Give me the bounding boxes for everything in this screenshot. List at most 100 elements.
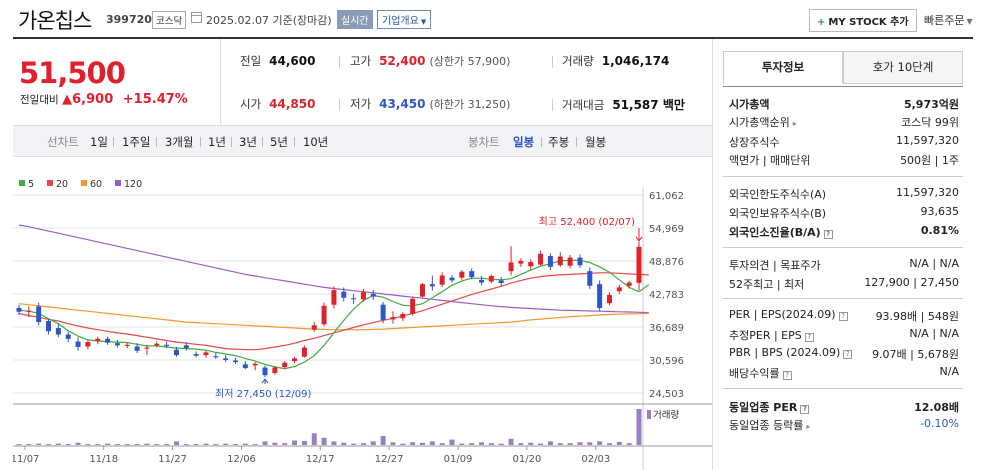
- week52-label: 52주최고 | 최저: [729, 278, 805, 291]
- candle-body: [577, 257, 583, 266]
- industry-per-label: 동일업종 PER: [729, 401, 798, 414]
- row-est-per: 추정PER | EPS? N/A | N/A: [729, 327, 959, 343]
- candle-body: [351, 298, 357, 300]
- volume-bar: [282, 443, 288, 445]
- candle-body: [233, 360, 239, 363]
- volume-bar: [321, 437, 327, 445]
- realtime-button[interactable]: 실시간: [337, 10, 373, 29]
- divider: [231, 137, 232, 147]
- candle-monthly[interactable]: 월봉: [585, 135, 607, 149]
- candle-weekly[interactable]: 주봉: [548, 135, 570, 149]
- plus-icon: +: [817, 17, 826, 28]
- period-10y[interactable]: 10년: [303, 135, 329, 149]
- line-chart-label[interactable]: 선차트: [47, 135, 79, 149]
- divider: [723, 86, 963, 87]
- candle-body: [282, 362, 288, 368]
- period-3m[interactable]: 3개월: [165, 135, 194, 149]
- market-cap-label: 시가총액: [729, 98, 770, 111]
- volume-bar: [567, 443, 573, 445]
- row-52week: 52주최고 | 최저 127,900 | 27,450: [729, 276, 959, 292]
- company-info-dropdown[interactable]: 기업개요 ▼: [377, 10, 432, 29]
- chevron-down-icon: ▼: [420, 18, 427, 26]
- tab-invest-info[interactable]: 투자정보: [723, 51, 843, 84]
- diff-label: 전일대비: [20, 94, 59, 106]
- volume-bar: [587, 442, 593, 445]
- period-1d[interactable]: 1일: [90, 135, 108, 149]
- tab-orderbook[interactable]: 호가 10단계: [843, 51, 963, 84]
- divider: [576, 137, 577, 147]
- period-3y[interactable]: 3년: [239, 135, 257, 149]
- high-label: 고가: [350, 54, 372, 68]
- row-foreign-limit: 외국인한도주식수(A) 11,597,320: [729, 186, 959, 202]
- candle-body: [557, 256, 563, 266]
- candle-chart-label[interactable]: 봉차트: [468, 135, 500, 149]
- help-icon[interactable]: ?: [838, 312, 848, 321]
- volume-bar: [292, 440, 298, 445]
- help-icon[interactable]: ?: [800, 405, 810, 414]
- candle-body: [518, 260, 524, 264]
- stock-chart[interactable]: 5 20 60 120 61,062 54,969 48,876 42,783 36,689 30…: [13, 157, 712, 470]
- period-1y[interactable]: 1년: [208, 135, 226, 149]
- x-tick-label: 11/27: [158, 454, 187, 465]
- volume-bar: [626, 443, 632, 445]
- x-tick-label: 12/27: [375, 454, 404, 465]
- quote-open: 시가 44,850: [240, 96, 315, 112]
- candle-body: [538, 253, 544, 265]
- help-icon[interactable]: ?: [782, 371, 792, 380]
- volume-bar: [105, 443, 111, 445]
- help-icon[interactable]: ?: [804, 333, 814, 342]
- add-my-stock-button[interactable]: + MY STOCK 추가: [809, 9, 917, 32]
- caret-right-icon[interactable]: ▸: [792, 119, 797, 128]
- candle-body: [95, 338, 101, 342]
- candle-body: [242, 364, 248, 369]
- listed-shares-value: 11,597,320: [896, 134, 959, 147]
- period-5y[interactable]: 5년: [270, 135, 288, 149]
- quote-low: 저가 43,450 (하한가 31,250): [350, 96, 510, 112]
- volume-bar: [518, 443, 524, 445]
- volume-bar: [164, 444, 170, 446]
- candle-body: [114, 343, 120, 346]
- max-price-annotation: 최고 52,400 (02/07): [539, 216, 635, 228]
- volume-legend-swatch: [647, 410, 651, 419]
- investment-info-panel: 투자정보 호가 10단계 시가총액 5,973억원 시가총액순위 ▸ 코스닥 99위 …: [712, 39, 973, 470]
- legend-swatch: [19, 180, 25, 186]
- candle-body: [606, 294, 612, 304]
- row-foreign-ratio: 외국인소진율(B/A)? 0.81%: [729, 224, 959, 240]
- current-price: 51,500: [19, 56, 126, 90]
- candle-body: [439, 275, 445, 285]
- x-tick-label: 11/18: [89, 454, 118, 465]
- candle-body: [449, 277, 455, 281]
- y-tick-label: 42,783: [649, 290, 684, 301]
- row-industry-rate: 동일업종 등락률 ▸ -0.10%: [729, 417, 959, 433]
- candle-body: [65, 334, 71, 339]
- candle-body: [311, 325, 317, 330]
- foreign-ratio-label: 외국인소진율(B/A): [729, 226, 821, 239]
- volume-bar: [173, 441, 179, 445]
- volume-bar: [124, 444, 130, 446]
- y-tick-label: 30,596: [649, 356, 684, 367]
- volume-bar: [95, 444, 101, 446]
- foreign-hold-label: 외국인보유주식수(B): [729, 207, 827, 220]
- volume-bar: [183, 444, 189, 446]
- dividend-label: 배당수익률: [729, 367, 780, 380]
- divider: [723, 388, 963, 389]
- help-icon[interactable]: ?: [843, 350, 853, 359]
- est-per-value: N/A | N/A: [909, 327, 959, 340]
- row-foreign-hold: 외국인보유주식수(B) 93,635: [729, 205, 959, 221]
- volume-bar: [419, 442, 425, 445]
- x-tick-label: 12/17: [306, 454, 335, 465]
- help-icon[interactable]: ?: [823, 230, 833, 239]
- volume-bar: [213, 444, 219, 446]
- caret-right-icon[interactable]: ▸: [806, 422, 811, 431]
- period-1w[interactable]: 1주일: [122, 135, 151, 149]
- candlestick-chart[interactable]: 5 20 60 120 61,062 54,969 48,876 42,783 36,689 30…: [13, 157, 712, 470]
- quick-order-button[interactable]: 빠른주문 ▼: [924, 12, 973, 28]
- industry-per-value: 12.08배: [914, 401, 959, 414]
- divider: [723, 247, 963, 248]
- volume-label: 거래량: [653, 409, 679, 421]
- volume-bar: [26, 444, 32, 446]
- row-industry-per: 동일업종 PER? 12.08배: [729, 399, 959, 415]
- candle-body: [213, 356, 219, 358]
- volume-bar: [223, 443, 229, 445]
- candle-daily[interactable]: 일봉: [513, 135, 535, 149]
